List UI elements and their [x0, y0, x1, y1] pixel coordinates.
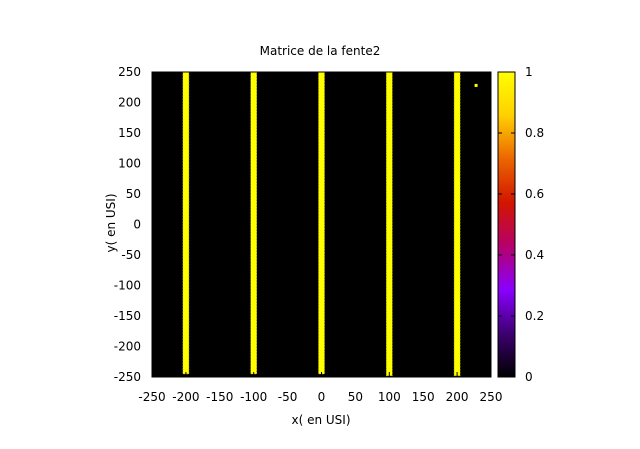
- x-tick-label: -250: [138, 390, 165, 404]
- y-tick-label: 150: [118, 126, 141, 140]
- y-axis-label: y( en USI): [104, 193, 118, 252]
- x-tick-label: 200: [446, 390, 469, 404]
- slit-5: [453, 71, 461, 377]
- x-tick-label: 0: [318, 390, 326, 404]
- slit-2: [250, 71, 257, 375]
- slit-4: [385, 71, 393, 377]
- slit-band: [454, 72, 461, 376]
- stray-point-1: [474, 83, 478, 87]
- x-axis-label: x( en USI): [291, 413, 350, 427]
- x-tick-label: -150: [206, 390, 233, 404]
- colorbar-tick-label: 0: [525, 370, 533, 384]
- colorbar-tick-label: 0.6: [525, 187, 544, 201]
- colorbar-tick-label: 0.2: [525, 309, 544, 323]
- slit-band: [318, 72, 325, 374]
- x-tick-label: -100: [240, 390, 267, 404]
- x-tick-label: -50: [278, 390, 298, 404]
- y-tick-label: 0: [133, 218, 141, 232]
- y-axis: -250 -200 -150 -100 -50 0 50 100 150 200 250: [114, 65, 157, 384]
- colorbar-tick-label: 0.4: [525, 248, 544, 262]
- y-tick-label: -150: [114, 309, 141, 323]
- x-tick-label: -200: [172, 390, 199, 404]
- y-tick-label: 250: [118, 65, 141, 79]
- y-tick-label: -100: [114, 279, 141, 293]
- y-tick-label: -200: [114, 340, 141, 354]
- slit-3: [318, 71, 325, 375]
- x-axis: -250 -200 -150 -100 -50 0 50 100 150 200 250: [138, 372, 502, 404]
- y-tick-label: -250: [114, 370, 141, 384]
- slit-band: [386, 72, 393, 376]
- x-tick-label: 150: [412, 390, 435, 404]
- colorbar-tick-label: 1: [525, 65, 533, 79]
- slit-band: [250, 72, 257, 374]
- slit-1: [182, 71, 190, 375]
- y-tick-label: 50: [126, 187, 141, 201]
- colorbar: 0 0.2 0.4 0.6 0.8 1: [497, 65, 544, 384]
- chart-title: Matrice de la fente2: [260, 44, 381, 58]
- colorbar-tick-label: 0.8: [525, 126, 544, 140]
- colorbar-gradient: [497, 71, 516, 378]
- y-tick-label: 200: [118, 96, 141, 110]
- slit-band: [182, 72, 189, 374]
- x-tick-label: 250: [480, 390, 503, 404]
- y-tick-label: 100: [118, 157, 141, 171]
- x-tick-label: 100: [378, 390, 401, 404]
- y-tick-label: -50: [121, 248, 141, 262]
- plot-border: [151, 71, 492, 378]
- x-tick-label: 50: [348, 390, 363, 404]
